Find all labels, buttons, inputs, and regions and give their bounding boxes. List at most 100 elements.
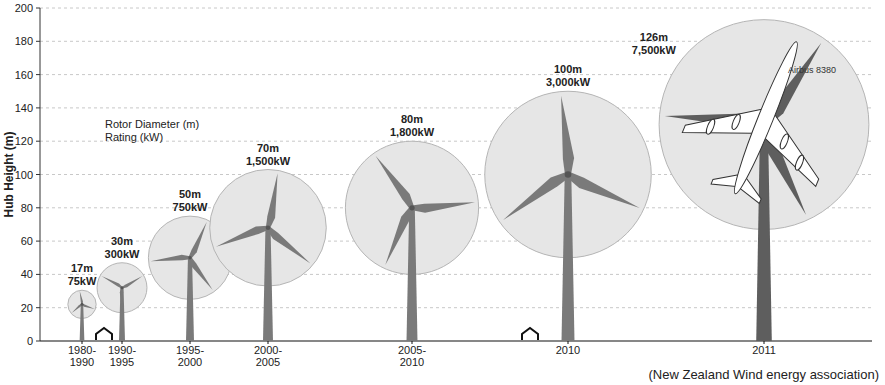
legend-text: Rotor Diameter (m) [105,118,199,130]
rating-label: 1,500kW [246,155,291,167]
tick-label: 20 [21,302,33,314]
legend-text: Rating (kW) [105,131,163,143]
grid-line [40,307,872,308]
tick-mark [36,41,40,42]
aircraft-label: Airbus 8380 [788,65,836,75]
blade [120,288,123,312]
category-label-line: 1995 [110,356,134,368]
diameter-label: 70m [257,142,279,154]
y-axis [40,8,41,341]
blade [80,291,83,304]
blade [266,173,278,228]
hub [409,205,414,210]
category-label-line: 2005 [256,356,280,368]
blade [567,172,640,208]
tick-label: 80 [21,202,33,214]
house-icon [96,328,112,340]
tick-label: 40 [21,268,33,280]
blade [385,207,414,265]
blade [412,202,475,212]
tower [562,175,575,342]
category-label-line: 1995- [176,344,204,356]
tower [80,304,85,341]
category-label: 2011 [752,344,776,356]
tower [263,228,273,341]
diameter-label: 80m [401,113,423,125]
blade [102,276,123,289]
tick-mark [36,141,40,142]
blade [503,172,570,220]
blade [189,222,207,259]
category-label-line: 1980- [68,344,96,356]
blade [189,257,213,290]
category-label: 1995-2000 [176,344,204,368]
tick-mark [36,8,40,9]
tick-mark [36,241,40,242]
rating-label: 750kW [173,201,208,213]
blade [82,304,95,309]
aircraft-part [779,133,791,150]
hub [121,286,124,289]
tick-mark [36,74,40,75]
tick-label: 140 [15,102,33,114]
rating-label: 75kW [68,275,97,287]
grid: 020406080100120140160180200 [15,2,872,347]
tick-label: 180 [15,35,33,47]
tick-mark [36,341,40,342]
tick-mark [36,174,40,175]
hub [266,225,271,230]
category-label-line: 2000 [178,356,202,368]
category-label: 1980-1990 [68,344,96,368]
house-icon [522,328,538,340]
category-label: 1990-1995 [108,344,136,368]
category-label-line: 1990- [108,344,136,356]
aircraft-part [728,39,803,197]
category-label: 2000-2005 [254,344,282,368]
aircraft-part [730,113,742,130]
category-label-line: 2010 [400,356,424,368]
blade [267,226,311,263]
category-label-line: 2005- [398,344,426,356]
x-axis [40,340,872,341]
rating-label: 7,500kW [632,44,677,56]
source: (New Zealand Wind energy association) [649,367,880,382]
chart: 020406080100120140160180200Hub Height (m… [0,0,885,385]
hub [188,256,191,259]
blade [561,96,574,175]
blade [122,276,143,289]
tick-mark [36,207,40,208]
blade [72,304,83,313]
blade [376,156,414,209]
aircraft [668,15,863,221]
hub [81,303,84,306]
blade [151,255,191,262]
category-label-line: 1990 [70,356,94,368]
tower [756,125,772,341]
rotor-disc [97,263,147,313]
blade [216,226,269,247]
diameter-label: 50m [179,188,201,200]
diameter-label: 126m [640,31,668,43]
category-label-line: 2000- [254,344,282,356]
marks [68,15,869,341]
tower [407,208,418,341]
tick-mark [36,307,40,308]
tick-label: 100 [15,169,33,181]
tower [186,258,194,341]
tick-label: 200 [15,2,33,14]
tick-label: 60 [21,235,33,247]
grid-line [40,8,872,9]
y-axis-title: Hub Height (m) [2,132,16,218]
labels: 17m75kW30m300kW50m750kW70m1,500kW80m1,80… [68,31,836,288]
category-label: 2005-2010 [398,344,426,368]
tick-label: 120 [15,135,33,147]
rating-label: 1,800kW [390,126,435,138]
hub [565,171,572,178]
rating-label: 3,000kW [546,76,591,88]
diameter-label: 30m [111,235,133,247]
aircraft-part [705,118,717,135]
diameter-label: 100m [554,63,582,75]
tick-label: 0 [27,335,33,347]
rating-label: 300kW [105,248,140,260]
category-label: 2010 [556,344,580,356]
